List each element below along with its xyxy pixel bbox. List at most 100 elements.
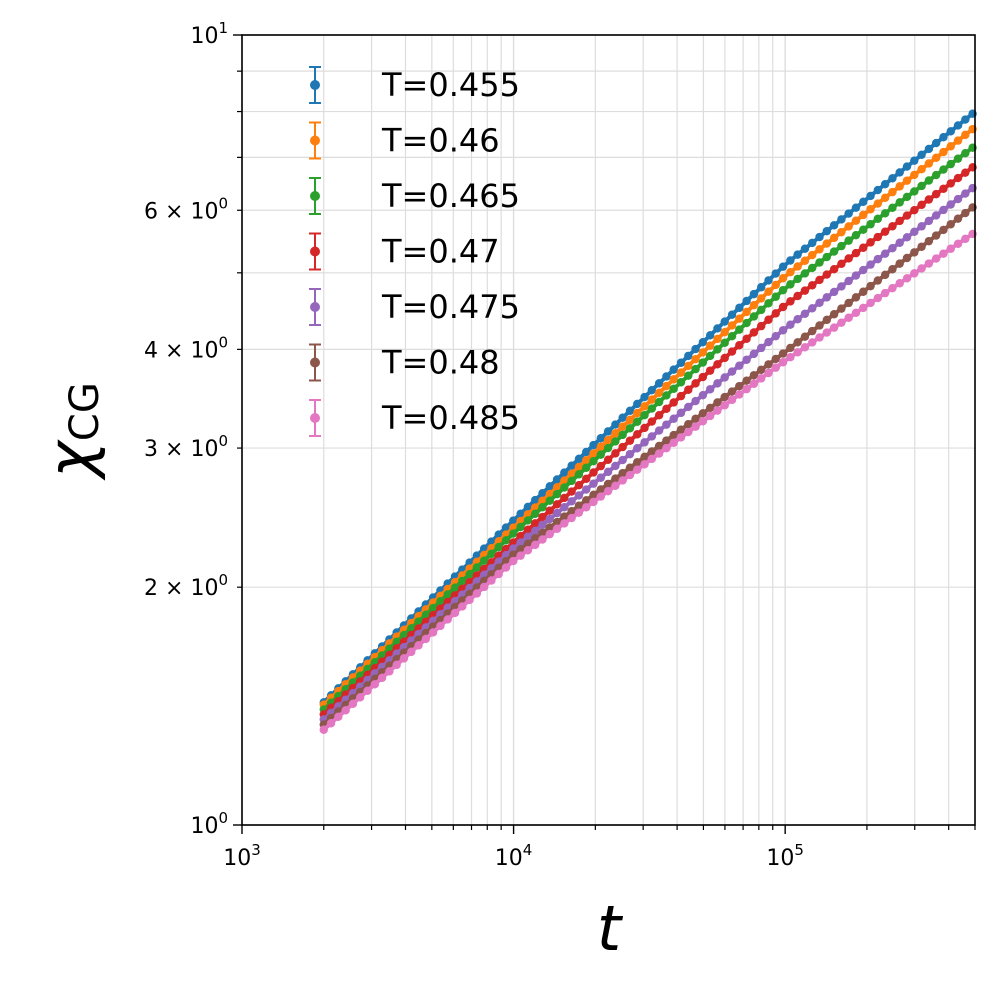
data-point bbox=[931, 211, 941, 220]
series-T=0.475 bbox=[319, 183, 977, 724]
data-point bbox=[873, 232, 883, 242]
data-point bbox=[443, 615, 452, 624]
data-point bbox=[800, 309, 810, 318]
data-point bbox=[742, 384, 751, 394]
data-point bbox=[523, 525, 533, 534]
data-point bbox=[516, 522, 525, 532]
y-tick-label: 101 bbox=[190, 19, 228, 49]
data-point bbox=[691, 414, 700, 423]
data-point bbox=[603, 455, 613, 464]
data-point bbox=[509, 516, 518, 525]
data-point bbox=[778, 285, 788, 295]
data-point bbox=[582, 496, 591, 505]
y-minor-tick-label: 3 × 100 bbox=[144, 432, 228, 462]
data-point bbox=[844, 222, 853, 231]
data-point bbox=[684, 402, 693, 412]
data-point bbox=[676, 358, 686, 367]
data-point bbox=[334, 712, 343, 721]
data-point bbox=[720, 317, 729, 326]
data-point bbox=[756, 321, 766, 331]
data-point bbox=[880, 270, 890, 280]
data-point bbox=[421, 610, 431, 619]
data-point bbox=[822, 252, 832, 262]
data-point bbox=[727, 367, 737, 376]
data-point bbox=[501, 523, 511, 532]
data-point bbox=[319, 725, 328, 734]
data-point bbox=[778, 262, 788, 271]
data-point bbox=[742, 307, 751, 317]
data-point bbox=[560, 519, 569, 528]
data-point bbox=[793, 250, 802, 259]
data-point bbox=[851, 203, 861, 212]
legend-label: T=0.46 bbox=[381, 122, 500, 160]
data-point bbox=[924, 216, 934, 226]
data-point bbox=[443, 590, 452, 599]
data-point bbox=[888, 283, 897, 293]
data-point bbox=[895, 168, 904, 177]
data-point bbox=[705, 411, 715, 421]
data-point bbox=[574, 462, 584, 472]
data-point bbox=[953, 194, 963, 204]
data-point bbox=[793, 262, 802, 271]
data-point bbox=[931, 170, 941, 180]
data-point bbox=[910, 187, 919, 196]
data-point bbox=[662, 391, 671, 400]
data-point bbox=[633, 399, 642, 409]
data-point bbox=[735, 361, 744, 370]
data-point bbox=[822, 328, 832, 337]
data-point bbox=[800, 286, 810, 295]
data-point bbox=[691, 344, 700, 354]
data-point bbox=[720, 353, 729, 363]
data-point bbox=[902, 211, 912, 220]
data-point bbox=[786, 256, 795, 265]
data-point bbox=[516, 509, 525, 518]
data-point bbox=[851, 230, 861, 240]
data-point bbox=[902, 253, 912, 263]
data-point bbox=[501, 536, 511, 545]
data-point bbox=[756, 305, 766, 315]
data-point bbox=[589, 479, 598, 488]
legend: T=0.455 T=0.46 T=0.465 T=0.47 T=0.475 T=0.48 T… bbox=[309, 66, 520, 437]
data-point bbox=[428, 628, 438, 637]
data-point bbox=[589, 457, 598, 466]
data-point bbox=[582, 503, 591, 512]
data-point bbox=[910, 227, 919, 237]
data-point bbox=[545, 482, 554, 491]
data-point bbox=[684, 385, 693, 394]
data-point bbox=[822, 315, 832, 325]
data-point bbox=[618, 422, 627, 431]
data-point bbox=[837, 304, 846, 313]
data-point bbox=[771, 354, 780, 364]
data-point bbox=[735, 381, 744, 391]
data-point bbox=[625, 449, 635, 459]
data-point bbox=[647, 395, 657, 404]
data-point bbox=[735, 314, 744, 323]
data-point bbox=[727, 347, 737, 356]
data-point bbox=[953, 239, 963, 248]
data-point bbox=[880, 227, 890, 236]
legend-marker bbox=[310, 80, 320, 90]
data-point bbox=[829, 264, 839, 274]
data-point bbox=[465, 595, 474, 605]
data-point bbox=[793, 291, 802, 301]
data-point bbox=[771, 363, 780, 372]
data-point bbox=[501, 563, 511, 572]
data-point bbox=[625, 463, 635, 472]
x-axis-label: t bbox=[597, 892, 624, 965]
data-point bbox=[377, 673, 387, 683]
data-point bbox=[669, 375, 678, 384]
data-point bbox=[822, 293, 832, 302]
data-point bbox=[946, 244, 955, 253]
data-point bbox=[669, 438, 678, 448]
data-point bbox=[902, 162, 912, 171]
data-point bbox=[727, 332, 737, 341]
data-point bbox=[428, 603, 438, 613]
data-point bbox=[946, 179, 955, 188]
data-point bbox=[465, 569, 474, 579]
data-point bbox=[436, 621, 445, 631]
data-point bbox=[618, 442, 627, 452]
data-point bbox=[523, 546, 533, 555]
data-point bbox=[611, 429, 620, 438]
data-point bbox=[902, 233, 912, 242]
data-point bbox=[829, 287, 839, 297]
